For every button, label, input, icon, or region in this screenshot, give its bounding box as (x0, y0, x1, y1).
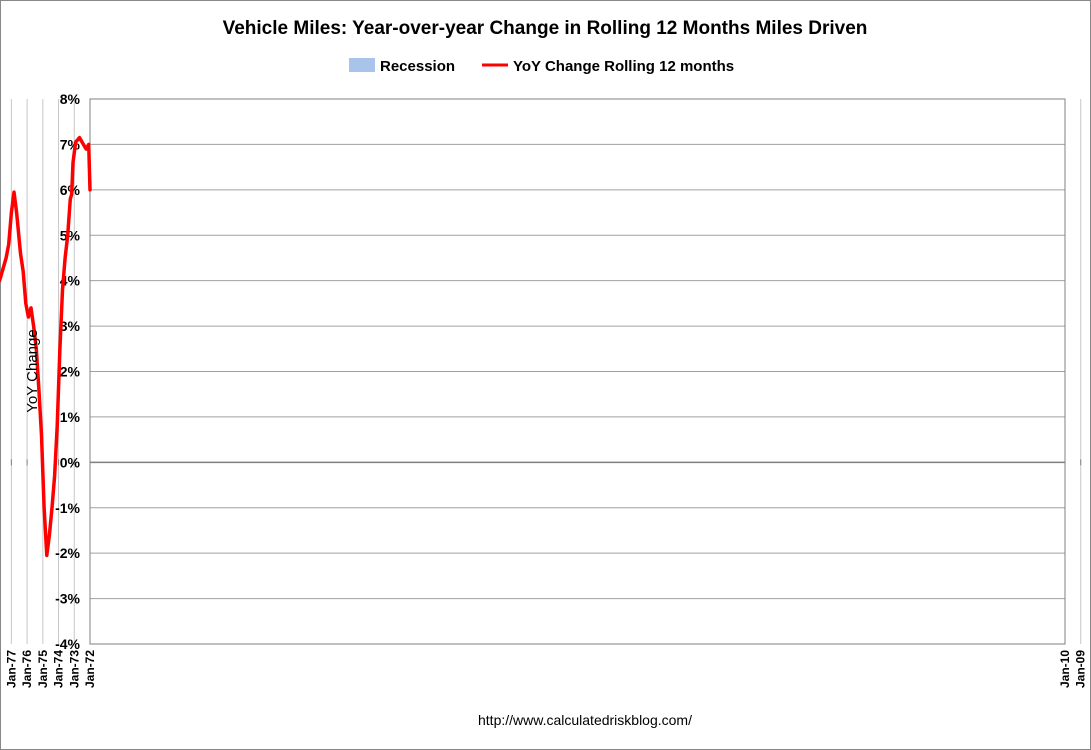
y-tick-label: -1% (55, 500, 80, 516)
legend-label-recession: Recession (380, 58, 455, 75)
x-tick-label: Jan-78 (0, 650, 3, 688)
x-tick-label: Jan-74 (52, 650, 66, 688)
y-tick-label: 3% (60, 318, 81, 334)
x-tick-label: Jan-72 (83, 650, 97, 688)
y-tick-label: 5% (60, 227, 81, 243)
x-tick-labels: Jan-72Jan-73Jan-74Jan-75Jan-76Jan-77Jan-… (0, 650, 1091, 688)
x-tick-label: Jan-09 (1074, 650, 1088, 688)
y-tick-label: 2% (60, 364, 81, 380)
x-tick-label: Jan-75 (36, 650, 50, 688)
legend: Recession YoY Change Rolling 12 months (349, 58, 734, 75)
plot-area-frame (89, 98, 1066, 645)
y-tick-label: 1% (60, 409, 81, 425)
x-tick-label: Jan-73 (67, 650, 81, 688)
y-tick-label: -3% (55, 591, 80, 607)
axes (10, 459, 1082, 466)
x-tick-label: Jan-77 (4, 650, 18, 688)
legend-swatch-recession (349, 58, 375, 72)
y-axis-label: YoY Change (24, 329, 41, 412)
y-tick-label: 8% (60, 91, 81, 107)
y-tick-label: -2% (55, 545, 80, 561)
y-tick-label: 0% (60, 454, 81, 470)
x-tick-label: Jan-08 (1089, 650, 1091, 688)
x-tick-label: Jan-76 (20, 650, 34, 688)
chart-title: Vehicle Miles: Year-over-year Change in … (223, 18, 868, 39)
x-tick-label: Jan-10 (1058, 650, 1072, 688)
y-tick-labels: 8%7%6%5%4%3%2%1%0%-1%-2%-3%-4% (55, 91, 80, 652)
source-footer: http://www.calculatedriskblog.com/ (478, 712, 692, 728)
legend-label-yoy: YoY Change Rolling 12 months (513, 58, 734, 75)
y-tick-label: -4% (55, 636, 80, 652)
